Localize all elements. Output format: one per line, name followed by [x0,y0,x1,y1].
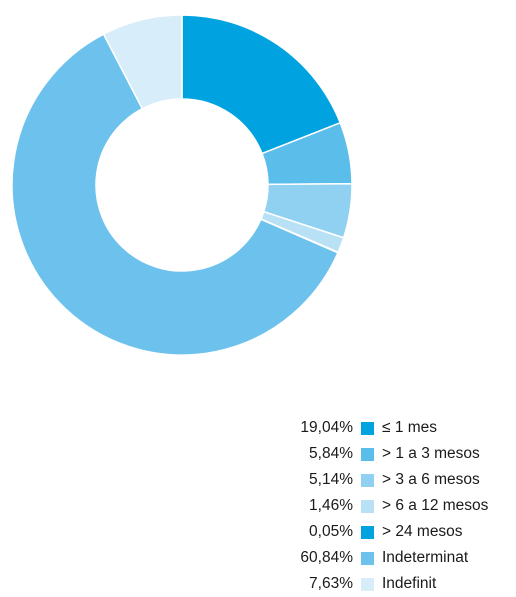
pie-slice-5 [11,33,339,356]
legend-item: 1,46% > 6 a 12 mesos [274,493,514,519]
legend-item: 5,84% > 1 a 3 mesos [274,441,514,467]
legend-value: 7,63% [309,575,353,592]
legend-swatch [361,577,374,591]
donut-chart [11,14,353,356]
legend-label: > 6 a 12 mesos [382,497,489,514]
legend-value: 5,84% [309,445,353,462]
legend-label: Indefinit [382,575,437,592]
legend-swatch [361,499,374,513]
legend-swatch [361,525,374,539]
legend-label: > 24 mesos [382,523,463,540]
legend-item: 0,05% > 24 mesos [274,519,514,545]
legend-label: Indeterminat [382,549,469,566]
legend-label: > 1 a 3 mesos [382,445,480,462]
chart-legend: 19,04% ≤ 1 mes 5,84% > 1 a 3 mesos 5,14% > 3 … [274,415,514,597]
legend-label: ≤ 1 mes [382,419,438,436]
legend-value: 0,05% [309,523,353,540]
legend-value: 60,84% [300,549,353,566]
legend-item: 19,04% ≤ 1 mes [274,415,514,441]
legend-value: 19,04% [300,419,353,436]
pie-slice-0 [181,14,342,155]
pie-slice-6 [102,14,183,110]
legend-swatch [361,551,374,565]
legend-label: > 3 a 6 mesos [382,471,480,488]
legend-value: 5,14% [309,471,353,488]
legend-item: 7,63% Indefinit [274,571,514,597]
legend-item: 5,14% > 3 a 6 mesos [274,467,514,493]
legend-swatch [361,447,374,461]
legend-swatch [361,473,374,487]
legend-item: 60,84% Indeterminat [274,545,514,571]
legend-value: 1,46% [309,497,353,514]
legend-swatch [361,421,374,435]
